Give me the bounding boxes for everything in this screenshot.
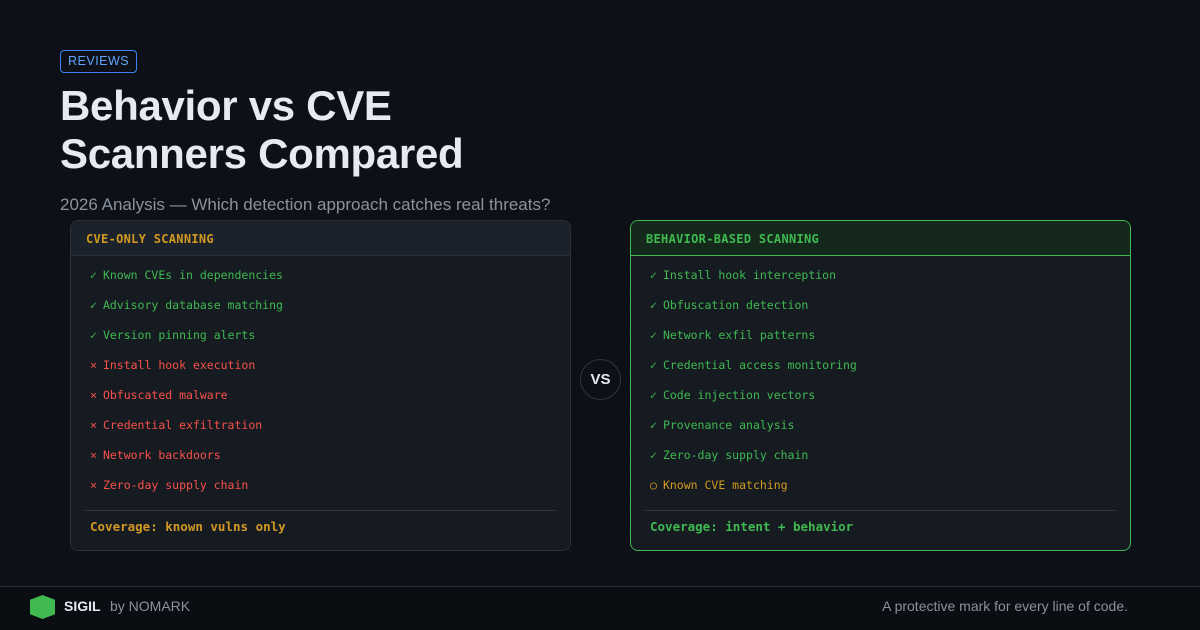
feature-item: ✓ Code injection vectors xyxy=(650,386,1130,416)
cross-icon: × xyxy=(90,388,97,402)
page-title: Behavior vs CVE Scanners Compared xyxy=(60,82,464,178)
card-title: CVE-ONLY SCANNING xyxy=(71,221,570,256)
feature-label: Known CVE matching xyxy=(662,478,788,492)
tagline: A protective mark for every line of code… xyxy=(882,598,1128,614)
check-icon: ✓ xyxy=(650,328,657,342)
title-line-1: Behavior vs CVE xyxy=(60,82,392,129)
check-icon: ✓ xyxy=(650,268,657,282)
feature-list: ✓ Install hook interception ✓ Obfuscation d… xyxy=(631,256,1130,506)
footer: SIGIL by NOMARK A protective mark for ev… xyxy=(0,586,1200,630)
feature-item: ✓ Credential access monitoring xyxy=(650,356,1130,386)
card-title: BEHAVIOR-BASED SCANNING xyxy=(631,221,1130,256)
feature-label: Credential access monitoring xyxy=(662,358,857,372)
feature-label: Zero-day supply chain xyxy=(662,448,809,462)
divider xyxy=(645,510,1116,511)
feature-item: ✓ Known CVEs in dependencies xyxy=(90,266,570,296)
feature-item: × Obfuscated malware xyxy=(90,386,570,416)
subtitle: 2026 Analysis — Which detection approach… xyxy=(60,195,551,214)
check-icon: ✓ xyxy=(650,298,657,312)
cross-icon: × xyxy=(90,478,97,492)
title-line-2: Scanners Compared xyxy=(60,130,464,177)
feature-label: Credential exfiltration xyxy=(102,418,263,432)
cve-only-card: CVE-ONLY SCANNING ✓ Known CVEs in depende… xyxy=(70,220,571,551)
check-icon: ✓ xyxy=(90,268,97,282)
check-icon: ✓ xyxy=(90,328,97,342)
behavior-based-card: BEHAVIOR-BASED SCANNING ✓ Install hook in… xyxy=(630,220,1131,551)
feature-item: ✓ Network exfil patterns xyxy=(650,326,1130,356)
check-icon: ✓ xyxy=(90,298,97,312)
check-icon: ✓ xyxy=(650,418,657,432)
brand-name: SIGIL xyxy=(64,598,101,614)
check-icon: ✓ xyxy=(650,388,657,402)
feature-label: Zero-day supply chain xyxy=(102,478,249,492)
cross-icon: × xyxy=(90,418,97,432)
feature-label: Advisory database matching xyxy=(102,298,283,312)
feature-label: Code injection vectors xyxy=(662,388,816,402)
feature-label: Known CVEs in dependencies xyxy=(102,268,283,282)
sigil-logo-icon xyxy=(30,595,55,619)
feature-item: × Zero-day supply chain xyxy=(90,476,570,506)
circle-icon: ○ xyxy=(650,478,657,492)
feature-item: ✓ Provenance analysis xyxy=(650,416,1130,446)
feature-label: Network exfil patterns xyxy=(662,328,816,342)
feature-item: × Network backdoors xyxy=(90,446,570,476)
feature-item: ✓ Install hook interception xyxy=(650,266,1130,296)
feature-label: Install hook execution xyxy=(102,358,256,372)
feature-item: ○ Known CVE matching xyxy=(650,476,1130,506)
brand-byline: by NOMARK xyxy=(110,598,191,614)
feature-item: ✓ Version pinning alerts xyxy=(90,326,570,356)
feature-item: × Credential exfiltration xyxy=(90,416,570,446)
feature-label: Network backdoors xyxy=(102,448,221,462)
feature-item: ✓ Obfuscation detection xyxy=(650,296,1130,326)
feature-label: Provenance analysis xyxy=(662,418,795,432)
coverage-summary: Coverage: intent + behavior xyxy=(650,519,854,534)
cross-icon: × xyxy=(90,448,97,462)
feature-item: ✓ Advisory database matching xyxy=(90,296,570,326)
cross-icon: × xyxy=(90,358,97,372)
feature-label: Obfuscated malware xyxy=(102,388,228,402)
category-badge[interactable]: REVIEWS xyxy=(60,50,138,73)
coverage-summary: Coverage: known vulns only xyxy=(90,519,286,534)
check-icon: ✓ xyxy=(650,448,657,462)
feature-label: Install hook interception xyxy=(662,268,837,282)
divider xyxy=(85,510,556,511)
check-icon: ✓ xyxy=(650,358,657,372)
feature-list: ✓ Known CVEs in dependencies ✓ Advisory dat… xyxy=(71,256,570,506)
feature-label: Obfuscation detection xyxy=(662,298,809,312)
feature-item: × Install hook execution xyxy=(90,356,570,386)
vs-badge: VS xyxy=(580,359,621,400)
feature-item: ✓ Zero-day supply chain xyxy=(650,446,1130,476)
feature-label: Version pinning alerts xyxy=(102,328,256,342)
